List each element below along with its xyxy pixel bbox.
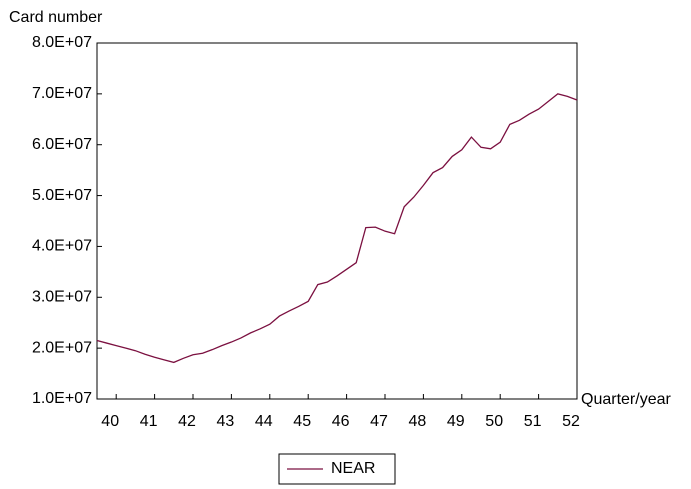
y-tick-label: 6.0E+07 — [32, 136, 92, 153]
page: {"chart_data": {"type": "line", "y_label… — [0, 0, 691, 489]
x-tick-label: 48 — [409, 413, 427, 430]
x-tick-label: 51 — [524, 413, 542, 430]
x-tick-label: 42 — [178, 413, 196, 430]
x-tick-label: 47 — [370, 413, 388, 430]
x-tick-label: 49 — [447, 413, 465, 430]
x-tick-label: 44 — [255, 413, 273, 430]
chart: Card number Quarter/year 1.0E+07 2.0E+07 3… — [0, 0, 691, 489]
y-tick-label: 2.0E+07 — [32, 339, 92, 356]
x-axis-title: Quarter/year — [581, 391, 671, 408]
legend-label: NEAR — [331, 460, 375, 477]
x-tick-label: 40 — [101, 413, 119, 430]
data-line — [97, 94, 577, 363]
y-tick-label: 1.0E+07 — [32, 390, 92, 407]
plot-frame — [97, 43, 577, 399]
y-tick-label: 5.0E+07 — [32, 187, 92, 204]
x-tick-label: 41 — [140, 413, 158, 430]
x-tick-label: 52 — [562, 413, 580, 430]
y-tick-label: 4.0E+07 — [32, 238, 92, 255]
y-tick-label: 7.0E+07 — [32, 85, 92, 102]
y-tick-label: 8.0E+07 — [32, 34, 92, 51]
x-tick-label: 45 — [293, 413, 311, 430]
y-tick-label: 3.0E+07 — [32, 289, 92, 306]
x-tick-label: 43 — [217, 413, 235, 430]
x-tick-label: 50 — [485, 413, 503, 430]
y-axis-title: Card number — [9, 9, 103, 26]
x-tick-label: 46 — [332, 413, 350, 430]
